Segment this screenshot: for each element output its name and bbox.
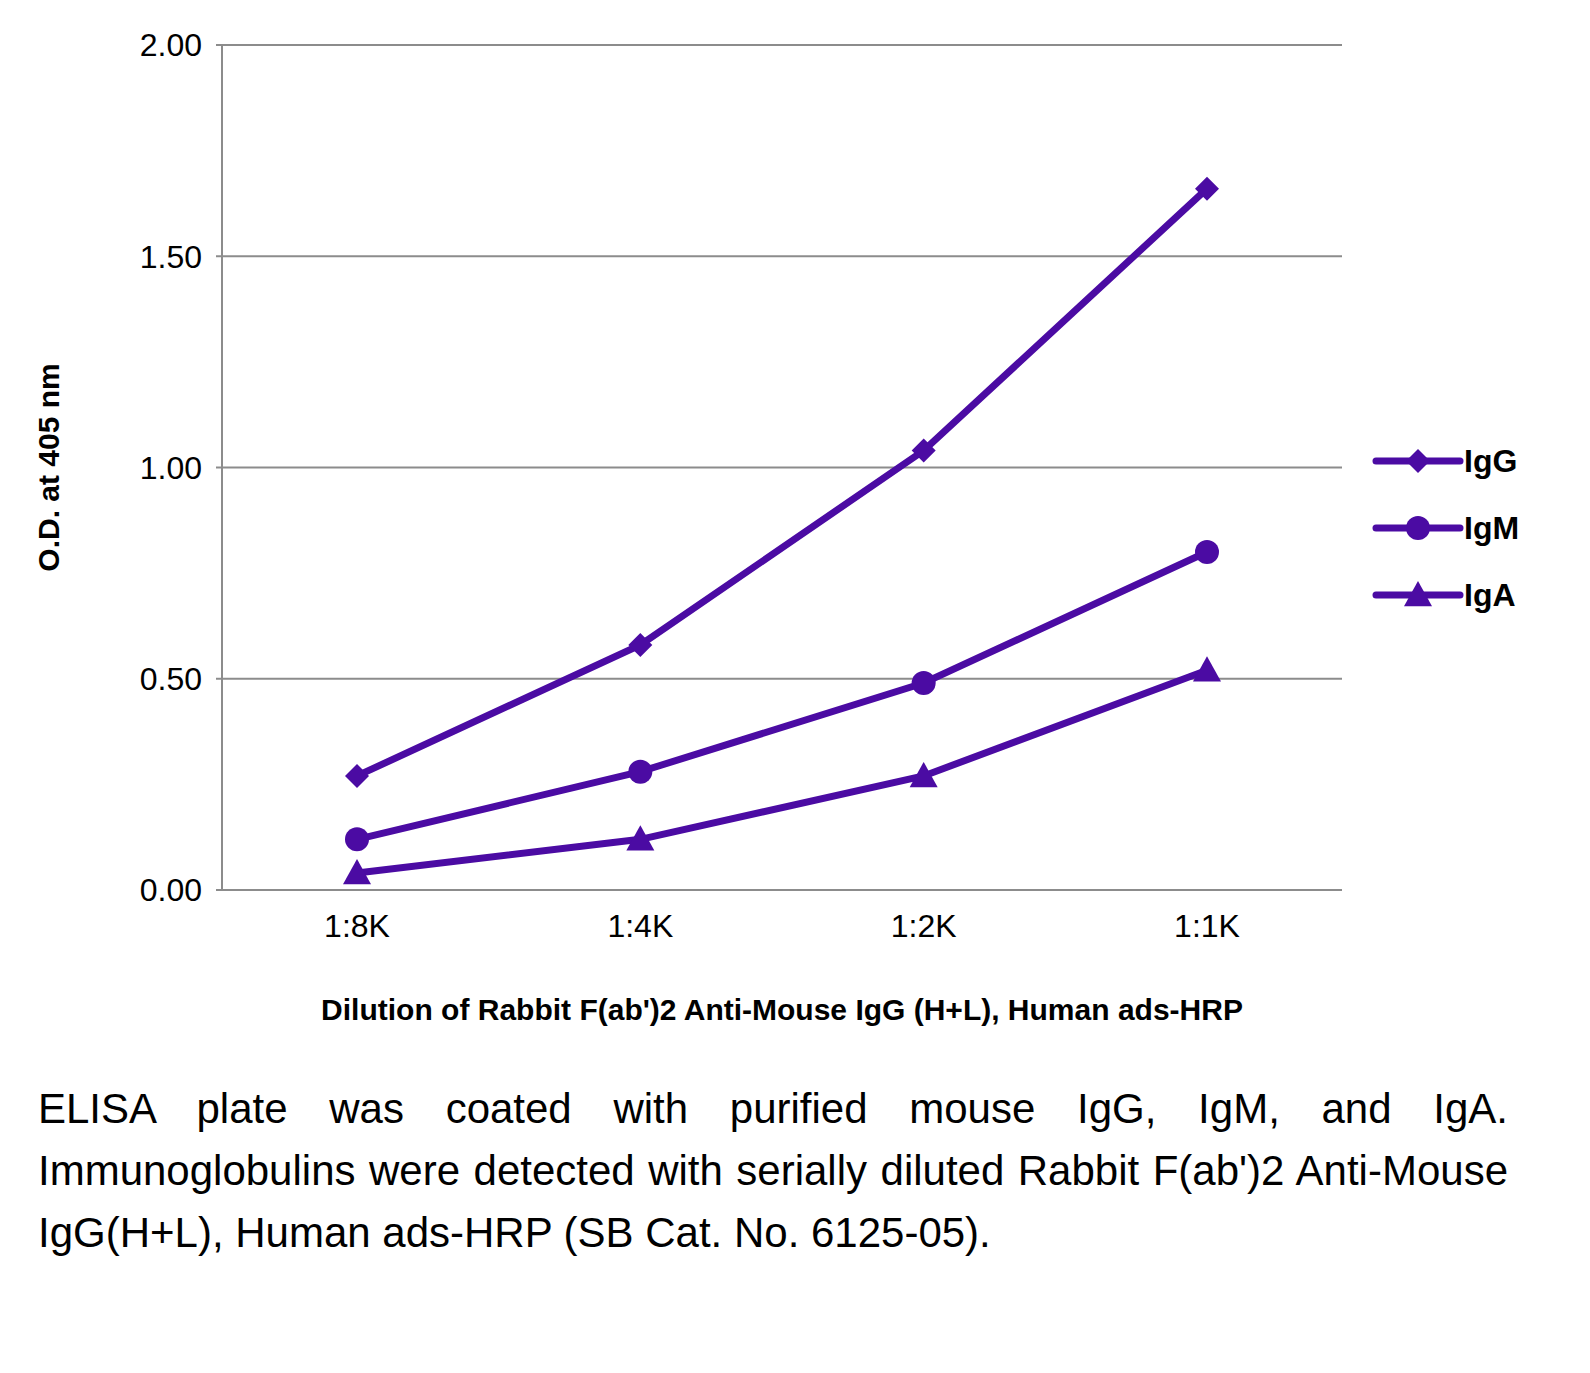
svg-text:1:2K: 1:2K bbox=[891, 908, 957, 944]
svg-text:Dilution of Rabbit F(ab')2 Ant: Dilution of Rabbit F(ab')2 Anti-Mouse Ig… bbox=[321, 993, 1243, 1026]
svg-text:1:8K: 1:8K bbox=[324, 908, 390, 944]
html-text:IgG: IgG bbox=[1464, 442, 1518, 479]
html-text:ELISA plate was coated with pu: ELISA plate was coated with purified mou… bbox=[38, 1085, 1508, 1256]
svg-text:1:1K: 1:1K bbox=[1174, 908, 1240, 944]
svg-text:0.50: 0.50 bbox=[140, 661, 202, 697]
svg-text:2.00: 2.00 bbox=[140, 27, 202, 63]
html-text:IgM: IgM bbox=[1464, 509, 1520, 546]
svg-text:1.00: 1.00 bbox=[140, 450, 202, 486]
svg-text:1.50: 1.50 bbox=[140, 239, 202, 275]
html-text:IgA: IgA bbox=[1464, 576, 1516, 613]
svg-text:0.00: 0.00 bbox=[140, 872, 202, 908]
svg-text:1:4K: 1:4K bbox=[607, 908, 673, 944]
svg-text:O.D. at 405 nm: O.D. at 405 nm bbox=[32, 363, 65, 571]
